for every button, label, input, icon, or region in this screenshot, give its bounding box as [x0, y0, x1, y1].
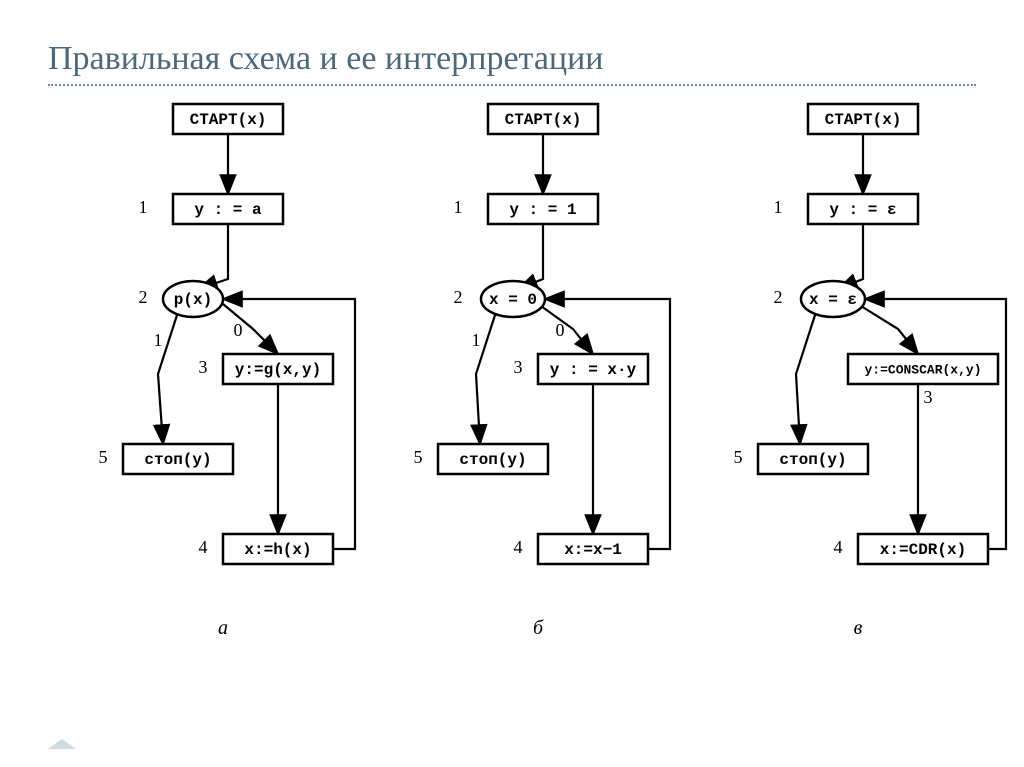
flowchart-caption: б — [533, 617, 544, 639]
node-label: СТАРТ(x) — [825, 111, 902, 129]
flowchart-panel: 0 1 СТАРТ(x) y : = a 1 p(x) 2 y:=g(x,y) 3 стоп(y)… — [48, 94, 976, 694]
flowchart-caption: а — [218, 617, 228, 639]
node-number: 3 — [514, 357, 523, 377]
edge-label: 1 — [472, 330, 481, 350]
node-number: 4 — [514, 537, 523, 557]
edge — [223, 304, 278, 354]
node-label: p(x) — [174, 291, 212, 309]
edge-label: 0 — [234, 320, 243, 340]
flowchart-в: СТАРТ(x) y : = ε 1 x = ε 2 y:=CONSCAR(x,y) 3 ст… — [708, 94, 1024, 684]
node-number: 1 — [139, 197, 148, 217]
node-number: 5 — [414, 447, 423, 467]
node-label: стоп(y) — [779, 451, 846, 469]
node-number: 1 — [774, 197, 783, 217]
edge-label: 0 — [556, 320, 565, 340]
edge — [865, 299, 1006, 549]
node-label: y : = a — [194, 201, 262, 219]
slide-container: Правильная схема и ее интерпретации 01СТ… — [0, 0, 1024, 767]
flowchart-а: 0 1 СТАРТ(x) y : = a 1 p(x) 2 y:=g(x,y) 3 стоп(y)… — [73, 94, 393, 684]
title-underline — [48, 84, 976, 86]
edge — [518, 224, 543, 289]
node-label: x:=x−1 — [564, 541, 622, 559]
edge — [223, 299, 355, 549]
node-label: y:=CONSCAR(x,y) — [864, 362, 981, 377]
node-label: y : = 1 — [509, 201, 576, 219]
edge-label: 1 — [154, 330, 163, 350]
node-number: 2 — [774, 287, 783, 307]
node-number: 4 — [834, 537, 843, 557]
edge — [198, 224, 228, 289]
node-label: x:=CDR(x) — [880, 541, 966, 559]
node-label: СТАРТ(x) — [505, 111, 582, 129]
node-number: 2 — [139, 287, 148, 307]
node-label: x:=h(x) — [244, 541, 311, 559]
node-number: 3 — [199, 357, 208, 377]
edge — [541, 306, 593, 354]
node-number: 2 — [454, 287, 463, 307]
edge — [838, 224, 863, 289]
node-label: y : = ε — [829, 201, 896, 219]
node-label: x = ε — [809, 291, 857, 309]
node-label: стоп(y) — [144, 451, 211, 469]
footer-triangle-icon — [48, 739, 76, 749]
node-label: СТАРТ(x) — [190, 111, 267, 129]
flowchart-caption: в — [854, 617, 863, 639]
node-number: 5 — [99, 447, 108, 467]
node-number: 1 — [454, 197, 463, 217]
edge — [796, 312, 816, 444]
slide-title: Правильная схема и ее интерпретации — [48, 40, 976, 78]
node-label: y : = x·y — [550, 361, 637, 379]
node-label: x = 0 — [489, 291, 537, 309]
node-number: 3 — [924, 387, 933, 407]
edge — [861, 306, 918, 354]
flowchart-б: 0 1 СТАРТ(x) y : = 1 1 x = 0 2 y : = x·y 3 стоп(y… — [388, 94, 708, 684]
node-label: стоп(y) — [459, 451, 526, 469]
node-label: y:=g(x,y) — [235, 361, 321, 379]
node-number: 4 — [199, 537, 208, 557]
node-number: 5 — [734, 447, 743, 467]
